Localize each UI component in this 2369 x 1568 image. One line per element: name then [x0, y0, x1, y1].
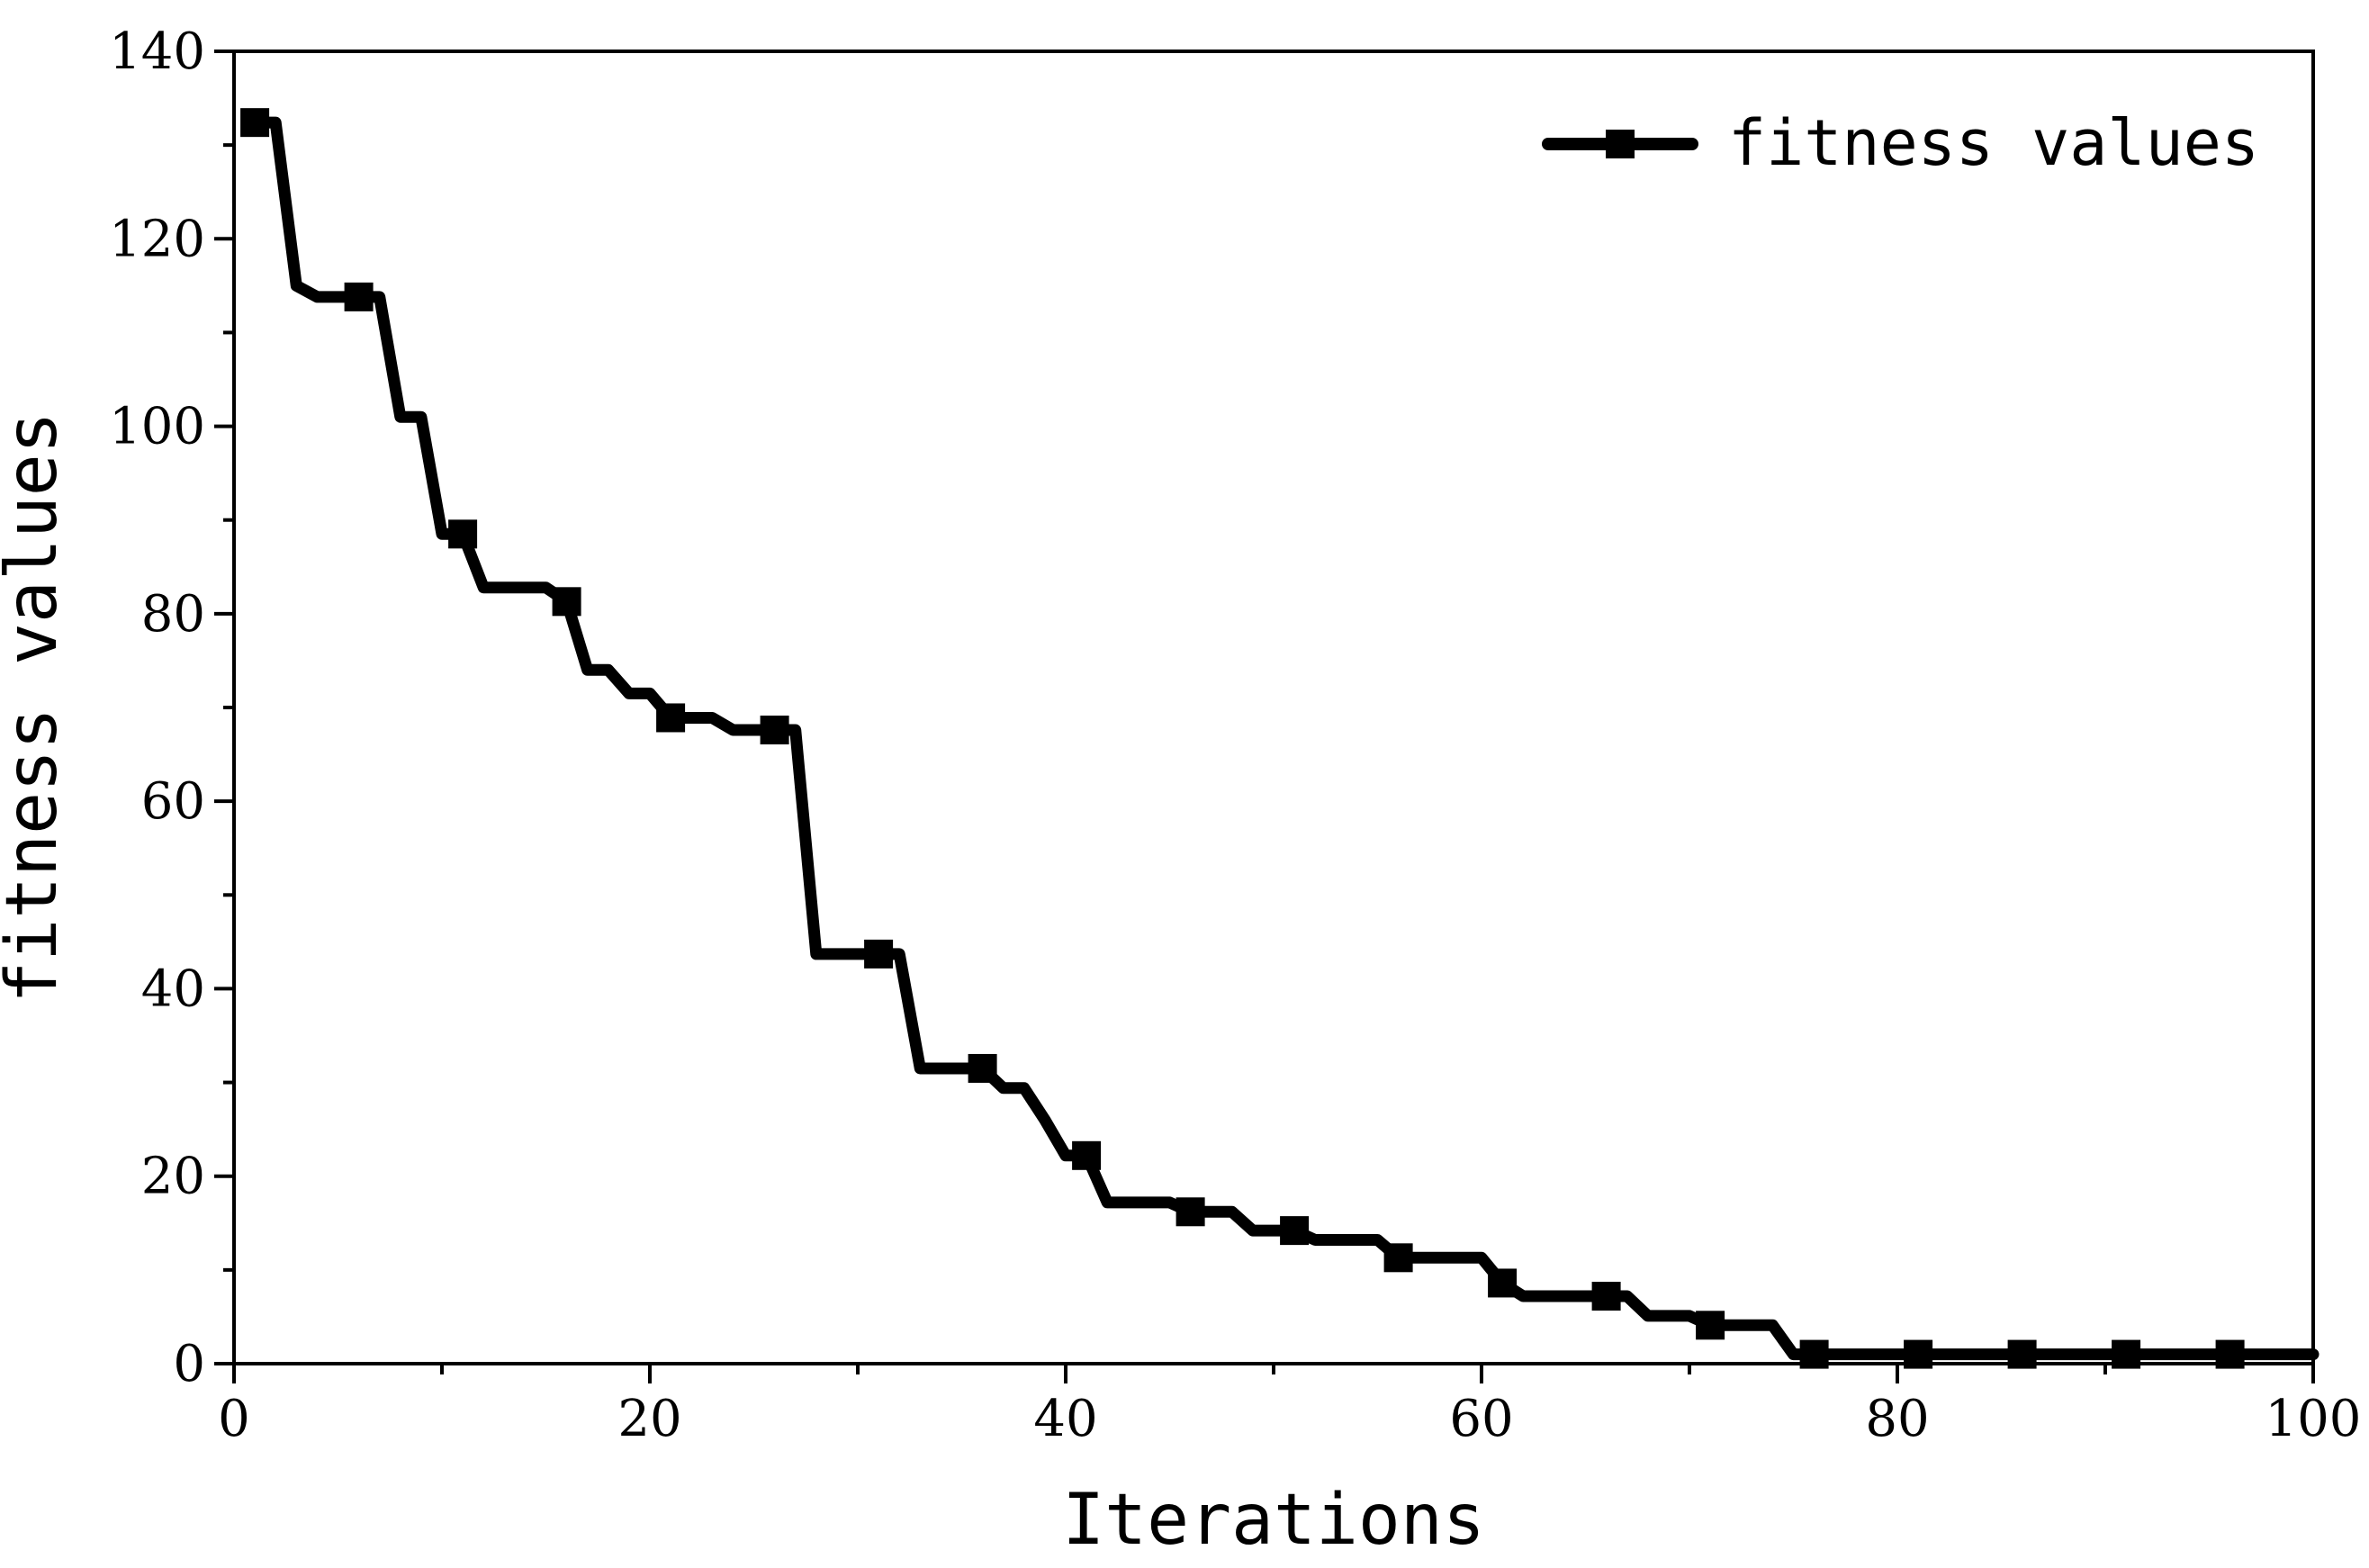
data-point-marker — [1280, 1216, 1310, 1246]
data-point-marker — [1072, 1140, 1102, 1170]
y-tick-label: 120 — [109, 210, 205, 268]
y-tick-label: 140 — [109, 23, 205, 81]
x-tick-label: 0 — [218, 1390, 250, 1448]
x-tick-label: 40 — [1033, 1390, 1097, 1448]
x-tick-label: 60 — [1449, 1390, 1513, 1448]
data-point-marker — [864, 939, 894, 969]
x-tick-label: 80 — [1865, 1390, 1929, 1448]
data-point-marker — [1591, 1282, 1621, 1311]
data-point-marker — [240, 108, 270, 138]
plot-frame — [232, 50, 2315, 1365]
data-point-marker — [344, 282, 374, 311]
x-tick-label: 100 — [2265, 1390, 2362, 1448]
data-point-marker — [1383, 1243, 1413, 1273]
x-tick-label: 20 — [617, 1390, 681, 1448]
series-line — [248, 116, 2319, 1361]
data-point-marker — [968, 1053, 997, 1083]
y-tick-label: 80 — [141, 585, 205, 644]
data-point-marker — [448, 519, 478, 549]
data-point-marker — [656, 703, 686, 733]
axis-ticks — [214, 50, 2315, 1383]
legend-square-marker — [1606, 130, 1635, 158]
legend-label: fitness values — [1728, 106, 2259, 180]
series-layer — [240, 108, 2319, 1369]
y-tick-label: 20 — [141, 1148, 205, 1206]
data-point-marker — [552, 587, 581, 617]
y-tick-label: 40 — [141, 960, 205, 1018]
y-axis-title: fitness values — [0, 411, 73, 1003]
data-point-marker — [1175, 1197, 1205, 1227]
y-tick-label: 100 — [109, 398, 205, 456]
data-point-marker — [1488, 1268, 1518, 1298]
y-tick-label: 0 — [173, 1335, 205, 1393]
legend: fitness values — [1542, 106, 2259, 180]
data-point-marker — [1696, 1311, 1725, 1340]
y-tick-label: 60 — [141, 772, 205, 831]
data-point-marker — [760, 715, 789, 744]
x-axis-title: Iterations — [1062, 1480, 1485, 1561]
tick-labels: 0 20 40 60 80 100 0 20 40 60 80 100 120 140 — [109, 23, 2361, 1448]
